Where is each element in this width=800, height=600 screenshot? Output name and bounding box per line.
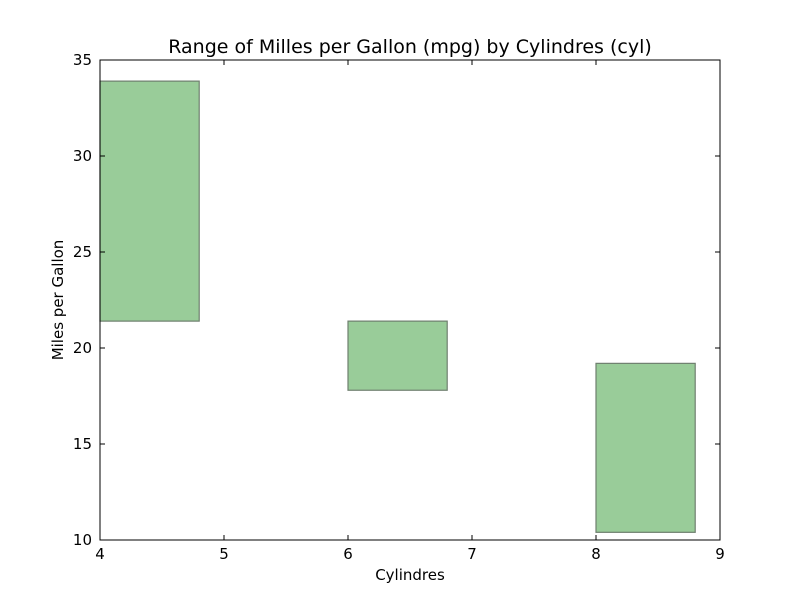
y-tick-label: 10 — [73, 531, 92, 549]
chart-title: Range of Milles per Gallon (mpg) by Cyli… — [168, 36, 652, 58]
x-tick-label: 7 — [467, 545, 477, 563]
x-tick-label: 6 — [343, 545, 353, 563]
x-tick-label: 9 — [715, 545, 725, 563]
bars-layer — [99, 80, 696, 533]
ticks-layer: 4 5 6 7 8 9 10 15 20 25 30 35 — [73, 51, 725, 563]
x-tick-label: 8 — [591, 545, 601, 563]
plot-frame — [99, 59, 721, 541]
y-tick-label: 25 — [73, 243, 92, 261]
bar-8-cyl — [595, 362, 696, 533]
y-tick-label: 20 — [73, 339, 92, 357]
y-tick-label: 30 — [73, 147, 92, 165]
y-tick-label: 15 — [73, 435, 92, 453]
y-tick-label: 35 — [73, 51, 92, 69]
x-axis-title: Cylindres — [375, 566, 445, 584]
bar-4-cyl — [99, 80, 200, 322]
y-axis-title: Miles per Gallon — [49, 240, 67, 361]
bar-6-cyl — [347, 320, 448, 391]
x-tick-label: 5 — [219, 545, 229, 563]
x-tick-label: 4 — [95, 545, 105, 563]
